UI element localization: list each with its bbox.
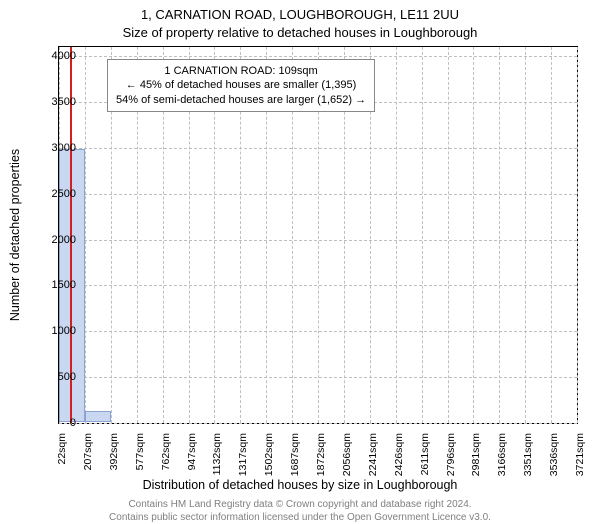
y-axis-label: Number of detached properties (8, 149, 22, 321)
x-tick-label: 3536sqm (548, 433, 560, 476)
annotation-line: 1 CARNATION ROAD: 109sqm (116, 64, 366, 78)
x-tick-label: 1502sqm (263, 433, 275, 476)
y-tick-label: 3000 (36, 142, 76, 154)
annotation-line: 54% of semi-detached houses are larger (… (116, 93, 366, 107)
title-line-2: Size of property relative to detached ho… (0, 24, 600, 42)
gridline-v (551, 47, 552, 423)
y-tick-label: 500 (36, 371, 76, 383)
x-tick-label: 2981sqm (470, 433, 482, 476)
x-tick-label: 3351sqm (522, 433, 534, 476)
annotation-line: ← 45% of detached houses are smaller (1,… (116, 78, 366, 92)
plot-area: 1 CARNATION ROAD: 109sqm← 45% of detache… (58, 46, 578, 424)
y-tick-label: 3500 (36, 96, 76, 108)
x-tick-label: 1317sqm (237, 433, 249, 476)
gridline-v (473, 47, 474, 423)
chart-container: 1, CARNATION ROAD, LOUGHBOROUGH, LE11 2U… (0, 0, 600, 500)
gridline-v (396, 47, 397, 423)
footer-note: Contains HM Land Registry data © Crown c… (0, 498, 600, 524)
x-tick-label: 2796sqm (445, 433, 457, 476)
y-tick-label: 1000 (36, 325, 76, 337)
gridline-v (85, 47, 86, 423)
histogram-bar (85, 411, 111, 422)
x-tick-label: 22sqm (56, 433, 68, 465)
x-tick-label: 2611sqm (419, 433, 431, 475)
x-tick-label: 3166sqm (496, 433, 508, 476)
y-tick-label: 2000 (36, 234, 76, 246)
x-tick-label: 1687sqm (289, 433, 301, 476)
y-tick-label: 2500 (36, 188, 76, 200)
x-tick-label: 2241sqm (367, 433, 379, 476)
footer-line-1: Contains HM Land Registry data © Crown c… (128, 499, 471, 510)
x-tick-label: 2056sqm (341, 433, 353, 476)
gridline-v (499, 47, 500, 423)
y-tick-label: 4000 (36, 50, 76, 62)
title-line-1: 1, CARNATION ROAD, LOUGHBOROUGH, LE11 2U… (0, 6, 600, 24)
footer-line-2: Contains public sector information licen… (109, 512, 491, 523)
x-tick-label: 3721sqm (574, 433, 586, 476)
gridline-v (422, 47, 423, 423)
x-tick-label: 1132sqm (211, 433, 223, 475)
x-tick-label: 947sqm (186, 433, 198, 470)
x-tick-label: 207sqm (82, 433, 94, 470)
annotation-box: 1 CARNATION ROAD: 109sqm← 45% of detache… (107, 59, 375, 112)
x-tick-label: 762sqm (160, 433, 172, 470)
x-tick-label: 577sqm (134, 433, 146, 470)
gridline-v (525, 47, 526, 423)
chart-wrap: 1 CARNATION ROAD: 109sqm← 45% of detache… (58, 46, 578, 424)
gridline-v (448, 47, 449, 423)
title-block: 1, CARNATION ROAD, LOUGHBOROUGH, LE11 2U… (0, 0, 600, 41)
x-axis-label: Distribution of detached houses by size … (0, 478, 600, 492)
gridline-h (59, 423, 577, 424)
y-tick-label: 0 (36, 417, 76, 429)
y-tick-label: 1500 (36, 279, 76, 291)
gridline-v (577, 47, 578, 423)
x-tick-label: 392sqm (108, 433, 120, 470)
x-tick-label: 1872sqm (315, 433, 327, 476)
x-tick-label: 2426sqm (393, 433, 405, 476)
